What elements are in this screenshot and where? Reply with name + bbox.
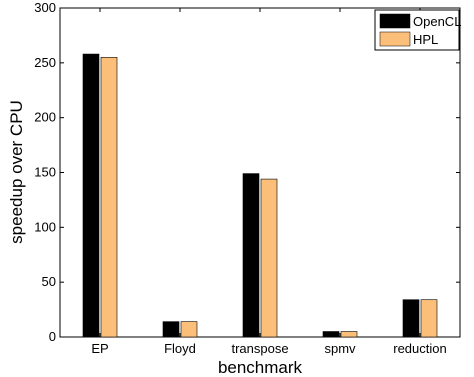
bar-hpl-transpose	[260, 178, 278, 338]
x-tick-label: reduction	[393, 341, 446, 356]
bar-opencl-spmv	[322, 331, 340, 338]
bar-opencl-floyd	[162, 321, 180, 338]
x-axis-ticks: EP Floyd transpose spmv reduction	[91, 8, 447, 356]
y-axis-ticks: 0 50 100 150 200 250 300	[34, 0, 460, 344]
plot-area	[59, 7, 461, 338]
y-tick-label: 150	[34, 165, 56, 180]
bar-hpl-ep	[100, 57, 118, 338]
y-tick-label: 100	[34, 219, 56, 234]
y-tick-label: 200	[34, 110, 56, 125]
bar-opencl-reduction	[402, 299, 420, 338]
y-tick-label: 250	[34, 55, 56, 70]
x-tick-label: transpose	[231, 341, 288, 356]
bar-opencl-transpose	[242, 173, 260, 338]
x-tick-label: spmv	[324, 341, 356, 356]
bars	[82, 53, 438, 338]
legend-label-opencl: OpenCL	[413, 14, 461, 29]
legend-swatch-opencl	[379, 13, 411, 29]
bar-hpl-floyd	[180, 321, 198, 338]
legend: OpenCL HPL	[374, 9, 461, 51]
y-tick-label: 50	[42, 274, 56, 289]
bar-hpl-reduction	[420, 299, 438, 338]
bar-hpl-spmv	[340, 331, 358, 338]
bar-opencl-ep	[82, 53, 100, 338]
x-tick-label: Floyd	[164, 341, 196, 356]
x-tick-label: EP	[91, 341, 108, 356]
y-axis-title: speedup over CPU	[7, 100, 26, 244]
legend-swatch-hpl	[379, 31, 411, 47]
y-tick-label: 300	[34, 0, 56, 15]
y-tick-label: 0	[49, 329, 56, 344]
x-axis-title: benchmark	[218, 358, 303, 377]
legend-label-hpl: HPL	[413, 32, 438, 47]
